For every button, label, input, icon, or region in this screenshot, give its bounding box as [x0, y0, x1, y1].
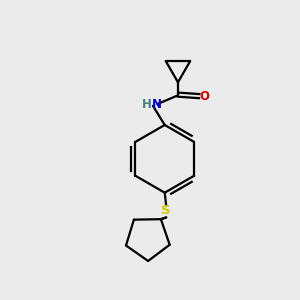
Text: S: S: [161, 205, 171, 218]
Text: H: H: [142, 98, 152, 111]
Text: N: N: [152, 98, 162, 111]
Text: O: O: [199, 90, 209, 103]
